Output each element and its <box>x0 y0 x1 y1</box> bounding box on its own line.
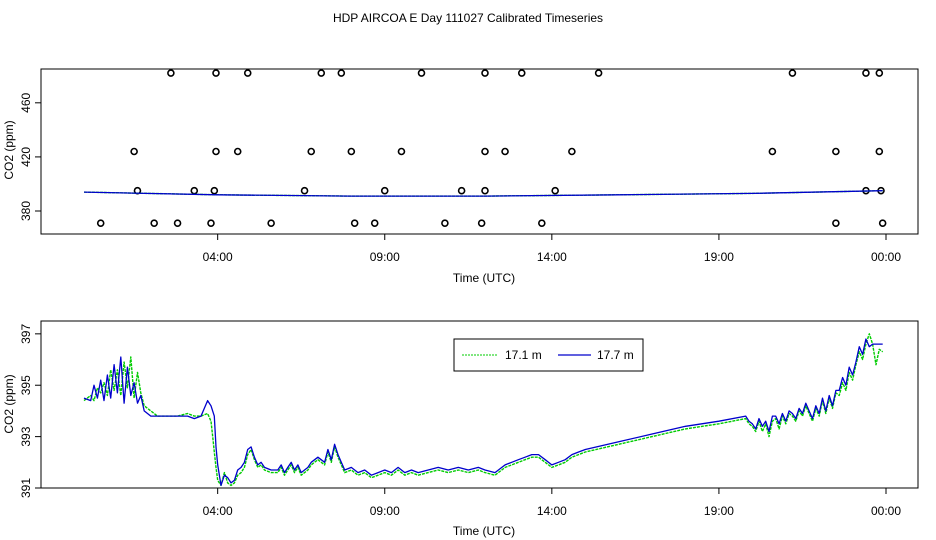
x-tick-label: 14:00 <box>537 504 567 518</box>
top-scatter-panel: Time (UTC) CO2 (ppm) 04:00 09:00 14:00 19:0… <box>2 68 919 285</box>
y-tick-label: 393 <box>19 426 33 446</box>
x-tick-label: 04:00 <box>203 504 233 518</box>
data-point <box>501 147 509 156</box>
data-point <box>233 147 242 156</box>
data-point <box>832 147 840 156</box>
y-tick-label: 397 <box>19 324 33 344</box>
plot-frame <box>40 320 919 489</box>
data-point <box>517 69 526 77</box>
data-point <box>96 219 105 227</box>
x-tick-label: 09:00 <box>370 250 400 264</box>
bottom-y-axis-label: CO2 (ppm) <box>2 374 16 433</box>
data-point <box>457 186 466 195</box>
top-x-axis-label: Time (UTC) <box>453 271 515 285</box>
data-point <box>768 147 777 156</box>
data-point <box>212 69 220 77</box>
x-tick-label: 19:00 <box>704 250 734 264</box>
data-point <box>875 147 884 156</box>
data-point <box>481 186 489 195</box>
data-point <box>307 147 316 156</box>
data-point <box>210 186 219 195</box>
series-line-s2 <box>83 338 883 487</box>
y-tick-label: 380 <box>19 201 33 221</box>
data-point <box>481 69 489 77</box>
data-point <box>243 69 252 77</box>
legend-label-17-1m: 17.1 m <box>505 348 542 362</box>
y-tick-label: 395 <box>19 375 33 395</box>
data-point <box>130 147 138 156</box>
x-tick-label: 14:00 <box>537 250 567 264</box>
data-point <box>317 69 326 77</box>
data-point <box>878 219 887 227</box>
data-point <box>862 69 870 77</box>
series-line-s1 <box>83 333 884 487</box>
data-point <box>788 69 797 77</box>
data-point <box>538 219 546 227</box>
data-point <box>397 147 406 156</box>
data-point <box>350 219 359 227</box>
x-tick-label: 00:00 <box>871 504 901 518</box>
data-point <box>481 147 489 156</box>
x-tick-label: 19:00 <box>704 504 734 518</box>
bottom-x-axis-label: Time (UTC) <box>453 524 515 538</box>
x-tick-label: 04:00 <box>203 250 233 264</box>
data-point <box>568 147 576 156</box>
data-point <box>370 219 379 227</box>
data-point <box>150 219 158 227</box>
data-point <box>173 219 182 227</box>
top-y-axis-label: CO2 (ppm) <box>2 120 16 179</box>
data-point <box>380 186 389 195</box>
bottom-line-panel: Time (UTC) CO2 (ppm) 04:00 09:00 14:00 19:0… <box>2 320 919 538</box>
figure-title: HDP AIRCOA E Day 111027 Calibrated Times… <box>333 11 603 25</box>
y-tick-label: 460 <box>19 92 33 112</box>
x-tick-label: 00:00 <box>871 250 901 264</box>
y-tick-label: 420 <box>19 147 33 167</box>
data-point <box>267 219 275 227</box>
data-point <box>594 69 603 77</box>
data-point <box>337 69 346 77</box>
data-point <box>875 69 884 77</box>
data-point <box>417 69 426 77</box>
legend-box <box>453 338 644 372</box>
plot-frame <box>40 68 919 235</box>
data-point <box>190 186 199 195</box>
y-tick-label: 391 <box>19 478 33 498</box>
x-tick-label: 09:00 <box>370 504 400 518</box>
series-line-s2 <box>83 190 883 197</box>
data-point <box>477 219 486 227</box>
data-point <box>212 147 220 156</box>
legend-label-17-7m: 17.7 m <box>597 348 634 362</box>
data-point <box>207 219 215 227</box>
data-point <box>347 147 356 156</box>
data-point <box>167 69 175 77</box>
data-point <box>300 186 309 195</box>
data-point <box>551 186 559 195</box>
legend: 17.1 m 17.7 m <box>453 338 644 372</box>
data-point <box>832 219 840 227</box>
data-point <box>441 219 449 227</box>
